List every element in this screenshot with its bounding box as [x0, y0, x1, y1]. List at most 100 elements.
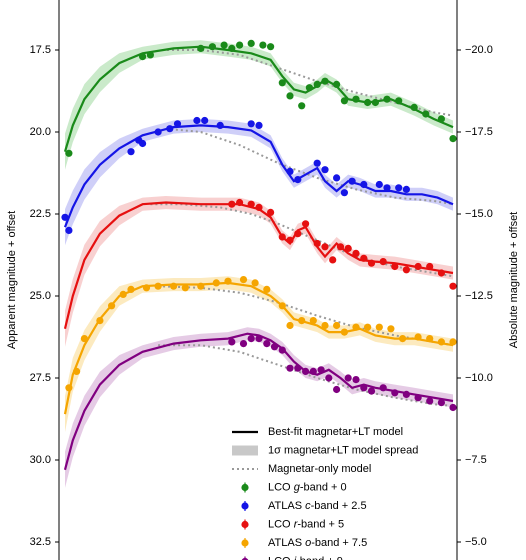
data-point-3-7 [142, 284, 151, 292]
data-point-2-12 [336, 243, 345, 251]
data-point-1-5 [154, 128, 162, 136]
legend-marker-label-0: LCO g-band + 0 [268, 481, 347, 493]
data-point-2-2 [247, 200, 255, 208]
data-point-0-2 [146, 51, 154, 59]
data-point-4-19 [391, 389, 399, 397]
legend-marker-label-3: ATLAS o-band + 7.5 [268, 537, 367, 549]
data-point-3-0 [65, 384, 73, 392]
legend-marker-4 [241, 557, 249, 560]
left-tick-label-4: 27.5 [30, 372, 51, 384]
data-point-2-16 [367, 259, 376, 267]
data-point-4-10 [309, 367, 317, 375]
data-point-0-20 [364, 98, 372, 107]
data-point-3-11 [197, 282, 205, 290]
data-point-0-5 [220, 41, 228, 49]
data-points [61, 39, 457, 412]
data-point-1-14 [294, 176, 302, 184]
data-point-0-4 [208, 43, 216, 51]
right-tick-label-5: −7.5 [465, 454, 487, 466]
magnetar-line-4 [158, 344, 454, 407]
data-point-3-18 [286, 321, 294, 330]
data-point-0-27 [449, 135, 457, 143]
data-point-3-4 [108, 302, 116, 310]
data-point-3-23 [340, 328, 348, 336]
right-tick-label-6: −5.0 [465, 536, 487, 548]
data-point-2-18 [391, 262, 399, 271]
data-point-2-9 [313, 239, 321, 248]
legend-marker-label-2: LCO r-band + 5 [268, 518, 344, 530]
left-axis-ticks: 17.5 20.0 22.5 25.0 27.5 30.0 32.5 [30, 44, 59, 548]
data-point-4-17 [367, 387, 376, 395]
data-point-0-23 [395, 97, 403, 105]
data-point-2-20 [414, 262, 422, 271]
data-point-1-2 [127, 148, 135, 156]
data-point-3-13 [224, 277, 232, 285]
data-point-1-9 [201, 116, 209, 125]
data-point-0-21 [371, 98, 379, 107]
data-point-0-14 [305, 84, 313, 92]
data-point-4-5 [270, 343, 279, 351]
data-point-0-10 [267, 43, 275, 51]
data-point-0-8 [247, 39, 255, 48]
data-point-3-16 [263, 285, 271, 293]
data-point-2-3 [255, 203, 263, 211]
legend-marker-2 [241, 520, 249, 529]
data-point-4-9 [302, 367, 310, 375]
data-point-3-6 [127, 285, 135, 293]
legend-marker-1 [241, 502, 249, 510]
legend: Best-fit magnetar+LT model 1σ magnetar+LT… [232, 426, 418, 560]
data-point-4-15 [352, 376, 360, 384]
data-point-2-15 [360, 254, 368, 262]
magnetar-line-1 [165, 127, 454, 206]
data-point-1-18 [340, 189, 348, 197]
spread-band-4 [65, 327, 453, 488]
data-point-0-11 [278, 79, 286, 87]
data-point-3-22 [333, 321, 341, 330]
data-point-4-18 [379, 384, 387, 392]
data-point-3-9 [170, 282, 178, 290]
data-point-3-1 [73, 367, 81, 375]
data-point-1-22 [383, 184, 391, 192]
data-point-0-22 [383, 95, 391, 103]
data-point-1-23 [395, 184, 403, 192]
data-point-4-0 [228, 338, 236, 346]
data-point-2-8 [302, 220, 310, 228]
data-point-4-11 [317, 366, 325, 374]
data-point-0-15 [313, 80, 321, 88]
data-point-0-24 [410, 103, 418, 111]
data-point-3-24 [352, 323, 360, 331]
data-point-4-6 [278, 346, 286, 354]
left-tick-label-0: 17.5 [30, 44, 51, 56]
data-point-2-4 [267, 208, 275, 216]
data-point-3-17 [278, 302, 286, 310]
data-point-3-2 [80, 335, 88, 343]
data-point-4-24 [449, 403, 457, 412]
data-point-3-32 [449, 338, 457, 346]
right-tick-label-4: −10.0 [465, 372, 493, 384]
data-point-3-21 [321, 321, 329, 330]
data-point-4-7 [286, 364, 294, 372]
model-line-1 [63, 124, 454, 228]
left-tick-label-1: 20.0 [30, 126, 51, 138]
data-point-0-16 [321, 77, 329, 85]
legend-band-swatch [232, 445, 258, 456]
left-tick-label-5: 30.0 [30, 454, 51, 466]
left-axis-label: Apparent magnitude + offset [6, 211, 18, 349]
data-point-1-10 [216, 121, 224, 129]
data-point-3-29 [414, 333, 422, 341]
data-point-1-15 [313, 159, 321, 167]
data-point-1-7 [173, 120, 182, 128]
data-point-2-6 [286, 236, 294, 244]
data-point-0-26 [437, 115, 445, 123]
data-point-1-16 [321, 166, 329, 174]
data-point-4-21 [414, 394, 422, 402]
data-point-4-12 [325, 374, 333, 382]
data-point-2-0 [228, 200, 236, 208]
data-point-2-13 [344, 244, 352, 252]
data-point-0-6 [228, 44, 236, 53]
data-point-0-18 [340, 97, 348, 105]
data-point-1-12 [255, 121, 263, 129]
data-point-3-31 [437, 338, 445, 346]
right-axis-label: Absolute magnitude + offset [508, 212, 520, 348]
right-tick-label-3: −12.5 [465, 290, 493, 302]
